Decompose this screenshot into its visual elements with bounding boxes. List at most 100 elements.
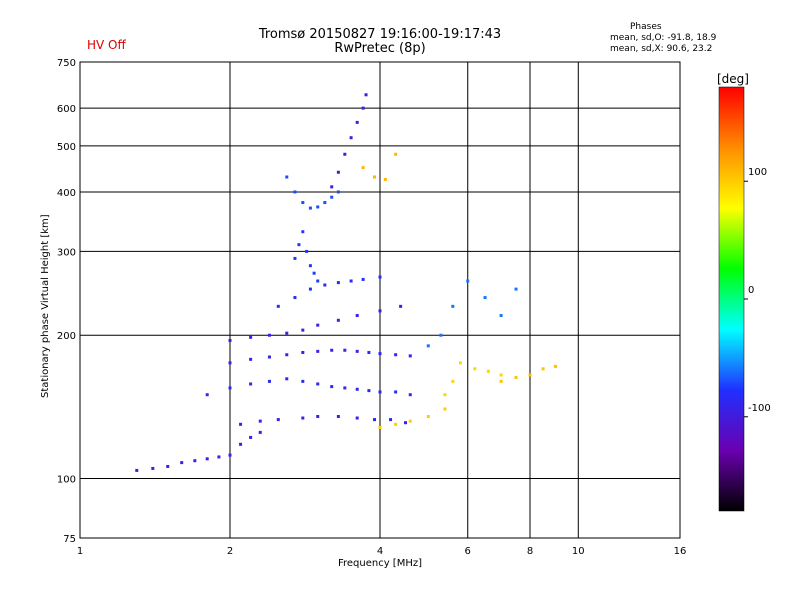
echo-point	[312, 271, 316, 275]
x-tick-label: 8	[527, 546, 533, 557]
echo-point	[323, 283, 327, 287]
echo-point	[443, 407, 447, 411]
colorbar-tick-label: 100	[748, 167, 767, 178]
echo-point	[408, 419, 412, 423]
echo-point	[367, 389, 371, 393]
x-tick-label: 4	[377, 546, 383, 557]
echo-point	[308, 264, 312, 268]
echo-points	[135, 93, 557, 472]
echo-point	[330, 195, 334, 199]
echo-point	[378, 352, 382, 356]
x-tick-label: 16	[674, 546, 687, 557]
echo-point	[239, 422, 243, 426]
echo-point	[276, 304, 280, 308]
y-tick-label: 400	[57, 188, 76, 199]
echo-point	[373, 175, 377, 179]
echo-point	[316, 382, 320, 386]
echo-point	[249, 357, 253, 361]
echo-point	[408, 354, 412, 358]
echo-point	[514, 287, 518, 291]
echo-point	[249, 335, 253, 339]
echo-point	[364, 93, 368, 97]
chart-title-line2: RwPretec (8p)	[334, 41, 426, 56]
echo-point	[473, 367, 477, 371]
hv-status-label: HV Off	[87, 38, 126, 52]
echo-point	[285, 331, 289, 335]
echo-point	[301, 230, 305, 234]
echo-point	[330, 385, 334, 389]
echo-point	[258, 419, 262, 423]
echo-point	[308, 206, 312, 210]
y-axis-ticks: 75 100 200 300 400 500 600 750	[57, 58, 76, 545]
phase-colorbar: -100 0 100 [deg]	[717, 72, 771, 512]
echo-point	[378, 390, 382, 394]
y-tick-label: 600	[57, 104, 76, 115]
echo-point	[378, 275, 382, 279]
echo-point	[205, 393, 209, 397]
echo-point	[301, 350, 305, 354]
x-tick-label: 2	[227, 546, 233, 557]
colorbar-tick-label: -100	[748, 403, 771, 414]
echo-point	[267, 333, 271, 337]
echo-point	[293, 256, 297, 260]
echo-point	[228, 386, 232, 390]
echo-point	[349, 136, 353, 140]
echo-point	[301, 416, 305, 420]
echo-point	[355, 387, 359, 391]
echo-point	[276, 418, 280, 422]
echo-point	[297, 243, 301, 247]
echo-point	[499, 314, 503, 318]
grid-lines	[80, 62, 680, 538]
echo-point	[301, 379, 305, 383]
echo-point	[330, 348, 334, 352]
echo-point	[408, 393, 412, 397]
colorbar-unit-label: [deg]	[717, 72, 749, 86]
echo-point	[336, 190, 340, 194]
echo-point	[323, 201, 327, 205]
echo-point	[267, 379, 271, 383]
echo-point	[343, 386, 347, 390]
echo-point	[378, 309, 382, 313]
echo-point	[217, 455, 221, 459]
echo-point	[439, 333, 443, 337]
echo-point	[451, 379, 455, 383]
echo-point	[361, 106, 365, 110]
echo-point	[514, 376, 518, 380]
echo-point	[285, 353, 289, 357]
echo-point	[383, 177, 387, 181]
echo-point	[355, 416, 359, 420]
y-tick-label: 100	[57, 475, 76, 486]
echo-point	[394, 353, 398, 357]
echo-point	[343, 348, 347, 352]
echo-point	[466, 279, 470, 283]
echo-point	[151, 466, 155, 470]
echo-point	[249, 435, 253, 439]
echo-point	[458, 361, 462, 365]
echo-point	[258, 430, 262, 434]
colorbar-tick-label: 0	[748, 285, 754, 296]
echo-point	[343, 152, 347, 156]
echo-point	[403, 421, 407, 425]
echo-point	[355, 349, 359, 353]
y-tick-label: 200	[57, 331, 76, 342]
colorbar-gradient	[718, 86, 745, 512]
echo-point	[336, 281, 340, 285]
echo-point	[316, 279, 320, 283]
echo-point	[361, 277, 365, 281]
echo-point	[349, 279, 353, 283]
echo-point	[305, 249, 309, 253]
echo-point	[367, 350, 371, 354]
y-tick-label: 75	[63, 534, 76, 545]
echo-point	[316, 349, 320, 353]
echo-point	[193, 459, 197, 463]
echo-point	[228, 361, 232, 365]
echo-point	[528, 373, 532, 377]
echo-point	[285, 377, 289, 381]
echo-point	[443, 393, 447, 397]
echo-point	[293, 296, 297, 300]
echo-point	[389, 418, 393, 422]
x-tick-label: 10	[572, 546, 585, 557]
y-tick-label: 500	[57, 142, 76, 153]
echo-point	[499, 373, 503, 377]
